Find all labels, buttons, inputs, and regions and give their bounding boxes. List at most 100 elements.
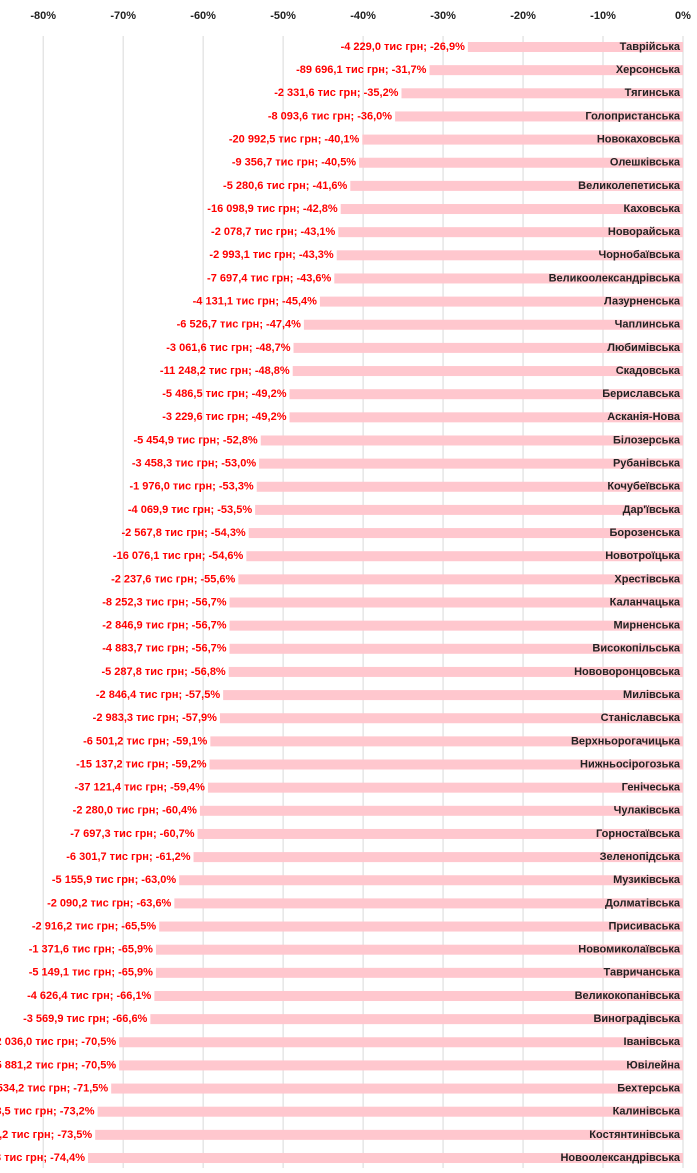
data-label: -4 069,9 тис грн; -53,5% <box>128 504 252 516</box>
data-label: -2 331,6 тис грн; -35,2% <box>274 87 398 99</box>
category-label: Виноградівська <box>593 1013 680 1025</box>
bar <box>159 921 684 932</box>
data-label: -7 697,3 тис грн; -60,7% <box>70 828 194 840</box>
bar <box>155 944 683 955</box>
data-label: -5 155,9 тис грн; -63,0% <box>52 874 176 886</box>
category-label: Кочубеївська <box>607 481 681 493</box>
bar <box>238 574 684 585</box>
category-label: Милівська <box>623 689 681 701</box>
data-label: -4 626,4 тис грн; -66,1% <box>27 990 151 1002</box>
bar <box>95 1129 684 1140</box>
category-label: Каланчацька <box>610 596 681 608</box>
x-tick-label: -20% <box>510 10 536 22</box>
category-label: Асканія-Нова <box>607 411 681 423</box>
category-label: Нововоронцовська <box>574 666 681 678</box>
data-label: -5 881,2 тис грн; -70,5% <box>0 1059 116 1071</box>
data-label: -9 356,7 тис грн; -40,5% <box>232 157 356 169</box>
data-label: -3 061,6 тис грн; -48,7% <box>166 342 290 354</box>
data-label: -2 090,2 тис грн; -63,6% <box>47 897 171 909</box>
bar <box>293 342 683 353</box>
data-label: -3 458,3 тис грн; -53,0% <box>132 458 256 470</box>
category-label: Горностаївська <box>596 828 681 840</box>
bar <box>207 782 683 793</box>
category-label: Чорнобаївська <box>598 249 680 261</box>
bar <box>199 805 683 816</box>
bar <box>248 528 683 539</box>
bar <box>97 1106 684 1117</box>
x-tick-label: -70% <box>110 10 136 22</box>
bar <box>319 296 683 307</box>
bar <box>338 227 683 238</box>
bar <box>401 88 683 99</box>
x-tick-label: -60% <box>190 10 216 22</box>
data-label: -8 252,3 тис грн; -56,7% <box>102 596 226 608</box>
bar <box>246 551 683 562</box>
category-label: Новорайська <box>608 226 681 238</box>
data-label: -5 486,5 тис грн; -49,2% <box>162 388 286 400</box>
category-label: Дар'ївська <box>623 504 681 516</box>
category-label: Новокаховська <box>597 133 681 145</box>
data-label: -37 121,4 тис грн; -59,4% <box>75 782 206 794</box>
bar <box>229 643 684 654</box>
category-label: Музиківська <box>613 874 681 886</box>
category-label: Зеленопідська <box>600 851 681 863</box>
data-label: -16 098,9 тис грн; -42,8% <box>207 203 338 215</box>
bar <box>119 1037 684 1048</box>
bar <box>255 504 683 515</box>
bar <box>350 180 683 191</box>
bar <box>229 597 684 608</box>
x-tick-label: -40% <box>350 10 376 22</box>
category-label: Долматівська <box>605 897 681 909</box>
data-label: -16 076,1 тис грн; -54,6% <box>113 550 244 562</box>
bar <box>359 157 683 168</box>
category-label: Бехтерська <box>617 1082 681 1094</box>
bar <box>223 690 684 701</box>
data-label: -5 149,1 тис грн; -65,9% <box>29 967 153 979</box>
bar <box>334 273 683 284</box>
bar <box>174 898 684 909</box>
bar <box>228 666 683 677</box>
data-label: -2 078,7 тис грн; -43,1% <box>211 226 335 238</box>
data-label: -5 287,8 тис грн; -56,8% <box>101 666 225 678</box>
bar <box>289 412 683 423</box>
bar <box>429 65 683 76</box>
bar <box>209 759 683 770</box>
x-tick-label: -10% <box>590 10 616 22</box>
category-label: Чаплинська <box>615 319 681 331</box>
category-label: Борозенська <box>609 527 680 539</box>
data-label: -4 229,0 тис грн; -26,9% <box>341 41 465 53</box>
data-label: -2 710,3 тис грн; -74,4% <box>0 1152 85 1164</box>
data-label: -89 696,1 тис грн; -31,7% <box>296 64 427 76</box>
data-label: -1 976,0 тис грн; -53,3% <box>129 481 253 493</box>
bar <box>155 967 683 978</box>
category-label: Олешківська <box>610 157 681 169</box>
data-label: -15 137,2 тис грн; -59,2% <box>76 758 207 770</box>
bar <box>260 435 683 446</box>
data-label: -2 237,6 тис грн; -55,6% <box>111 573 235 585</box>
bar <box>289 389 683 400</box>
data-label: -3 064,2 тис грн; -73,5% <box>0 1129 92 1141</box>
data-label: -20 992,5 тис грн; -40,1% <box>229 133 360 145</box>
category-label: Таврійська <box>620 41 681 53</box>
bar <box>150 1014 684 1025</box>
category-label: Білозерська <box>613 434 681 446</box>
category-label: Верхньорогачицька <box>571 735 681 747</box>
category-label: Новотроїцька <box>605 550 681 562</box>
x-tick-label: -80% <box>30 10 56 22</box>
data-label: -4 131,1 тис грн; -45,4% <box>193 296 317 308</box>
category-label: Херсонська <box>616 64 681 76</box>
category-label: Скадовська <box>616 365 681 377</box>
bar <box>256 481 683 492</box>
data-label: -4 883,7 тис грн; -56,7% <box>102 643 226 655</box>
category-label: Великокопанівська <box>575 990 681 1002</box>
category-label: Ювілейна <box>626 1059 681 1071</box>
x-tick-label: 0% <box>675 10 691 22</box>
category-label: Костянтинівська <box>589 1129 681 1141</box>
bar <box>259 458 683 469</box>
bar <box>87 1153 683 1163</box>
data-label: -11 534,2 тис грн; -71,5% <box>0 1082 108 1094</box>
data-label: -5 280,6 тис грн; -41,6% <box>223 180 347 192</box>
data-label: -2 983,3 тис грн; -57,9% <box>93 712 217 724</box>
bar <box>111 1083 683 1094</box>
